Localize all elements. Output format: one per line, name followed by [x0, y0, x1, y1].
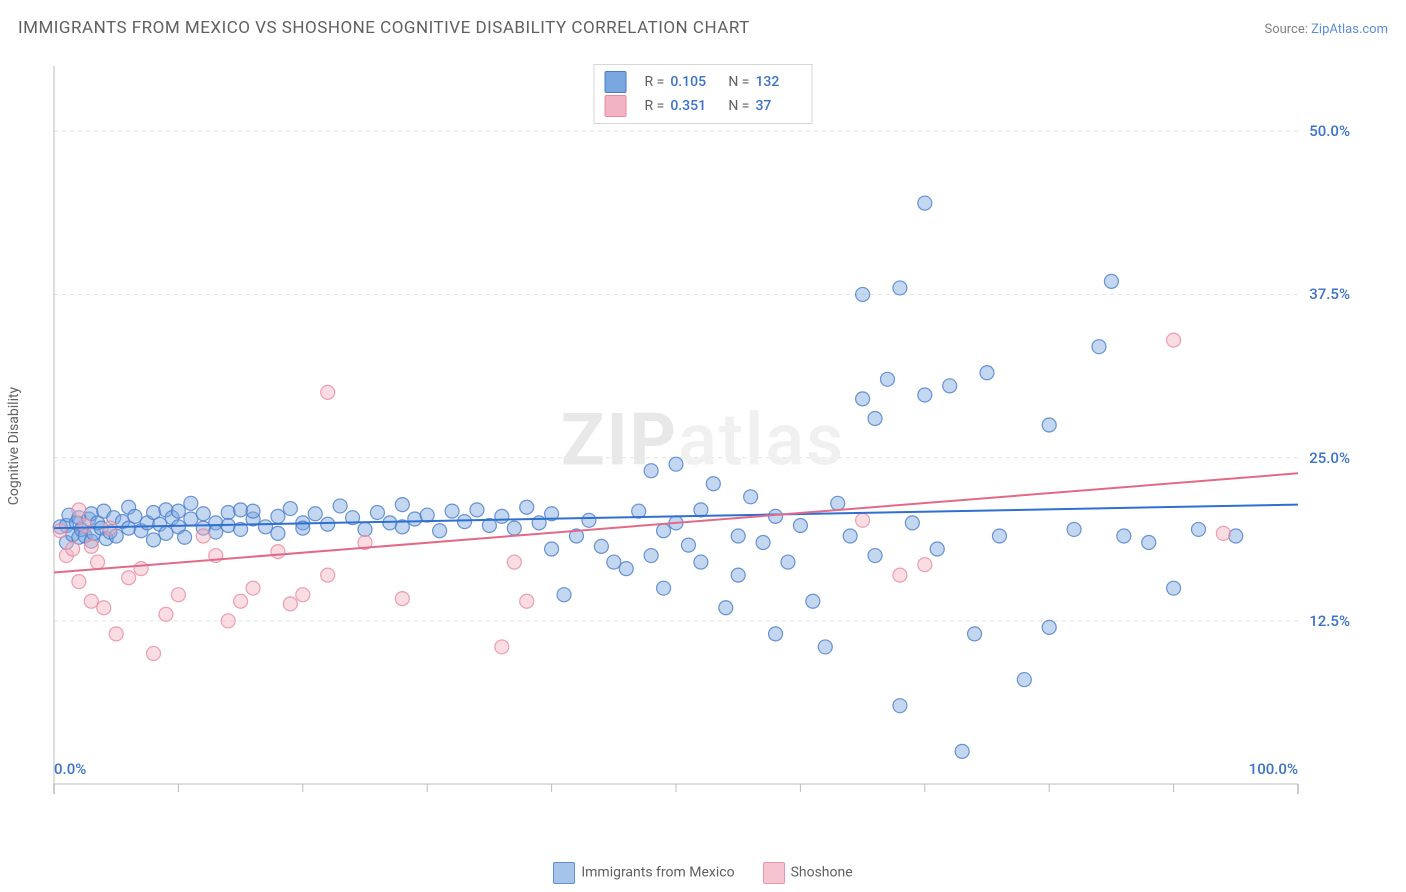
y-tick-label: 12.5%: [1309, 612, 1350, 630]
legend-label: Shoshone: [791, 865, 853, 881]
legend-label: Immigrants from Mexico: [581, 865, 734, 881]
legend-N-value: 132: [755, 74, 801, 90]
legend-swatch: [553, 862, 575, 884]
y-tick-label: 50.0%: [1309, 122, 1350, 140]
chart-title: IMMIGRANTS FROM MEXICO VS SHOSHONE COGNI…: [18, 18, 750, 38]
legend-item: Shoshone: [763, 862, 853, 884]
source-line: Source: ZipAtlas.com: [1264, 22, 1388, 37]
x-tick-label: 100.0%: [1249, 760, 1298, 778]
legend-R-value: 0.105: [670, 74, 716, 90]
scatter-plot: [48, 60, 1358, 820]
y-tick-label: 25.0%: [1309, 449, 1350, 467]
y-tick-label: 37.5%: [1309, 285, 1350, 303]
y-axis-label: Cognitive Disability: [6, 387, 22, 505]
legend-N-label: N =: [728, 74, 749, 90]
legend-item: Immigrants from Mexico: [553, 862, 734, 884]
legend-N-value: 37: [755, 98, 801, 114]
legend-R-label: R =: [645, 74, 665, 90]
legend-swatch: [763, 862, 785, 884]
source-prefix: Source:: [1264, 22, 1311, 37]
legend-N-label: N =: [728, 98, 749, 114]
legend-swatch: [605, 71, 627, 93]
source-link[interactable]: ZipAtlas.com: [1311, 22, 1388, 37]
header: IMMIGRANTS FROM MEXICO VS SHOSHONE COGNI…: [18, 18, 1388, 38]
x-tick-label: 0.0%: [54, 760, 86, 778]
plot-area: ZIPatlas R =0.105N =132R =0.351N =37 12.…: [48, 60, 1358, 820]
legend-R-label: R =: [645, 98, 665, 114]
legend-swatch: [605, 95, 627, 117]
series-legend: Immigrants from Mexico Shoshone: [0, 862, 1406, 884]
legend-R-value: 0.351: [670, 98, 716, 114]
stat-legend: R = 0.105 N = 132 R = 0.351 N = 37: [594, 64, 813, 124]
chart-container: IMMIGRANTS FROM MEXICO VS SHOSHONE COGNI…: [0, 0, 1406, 892]
